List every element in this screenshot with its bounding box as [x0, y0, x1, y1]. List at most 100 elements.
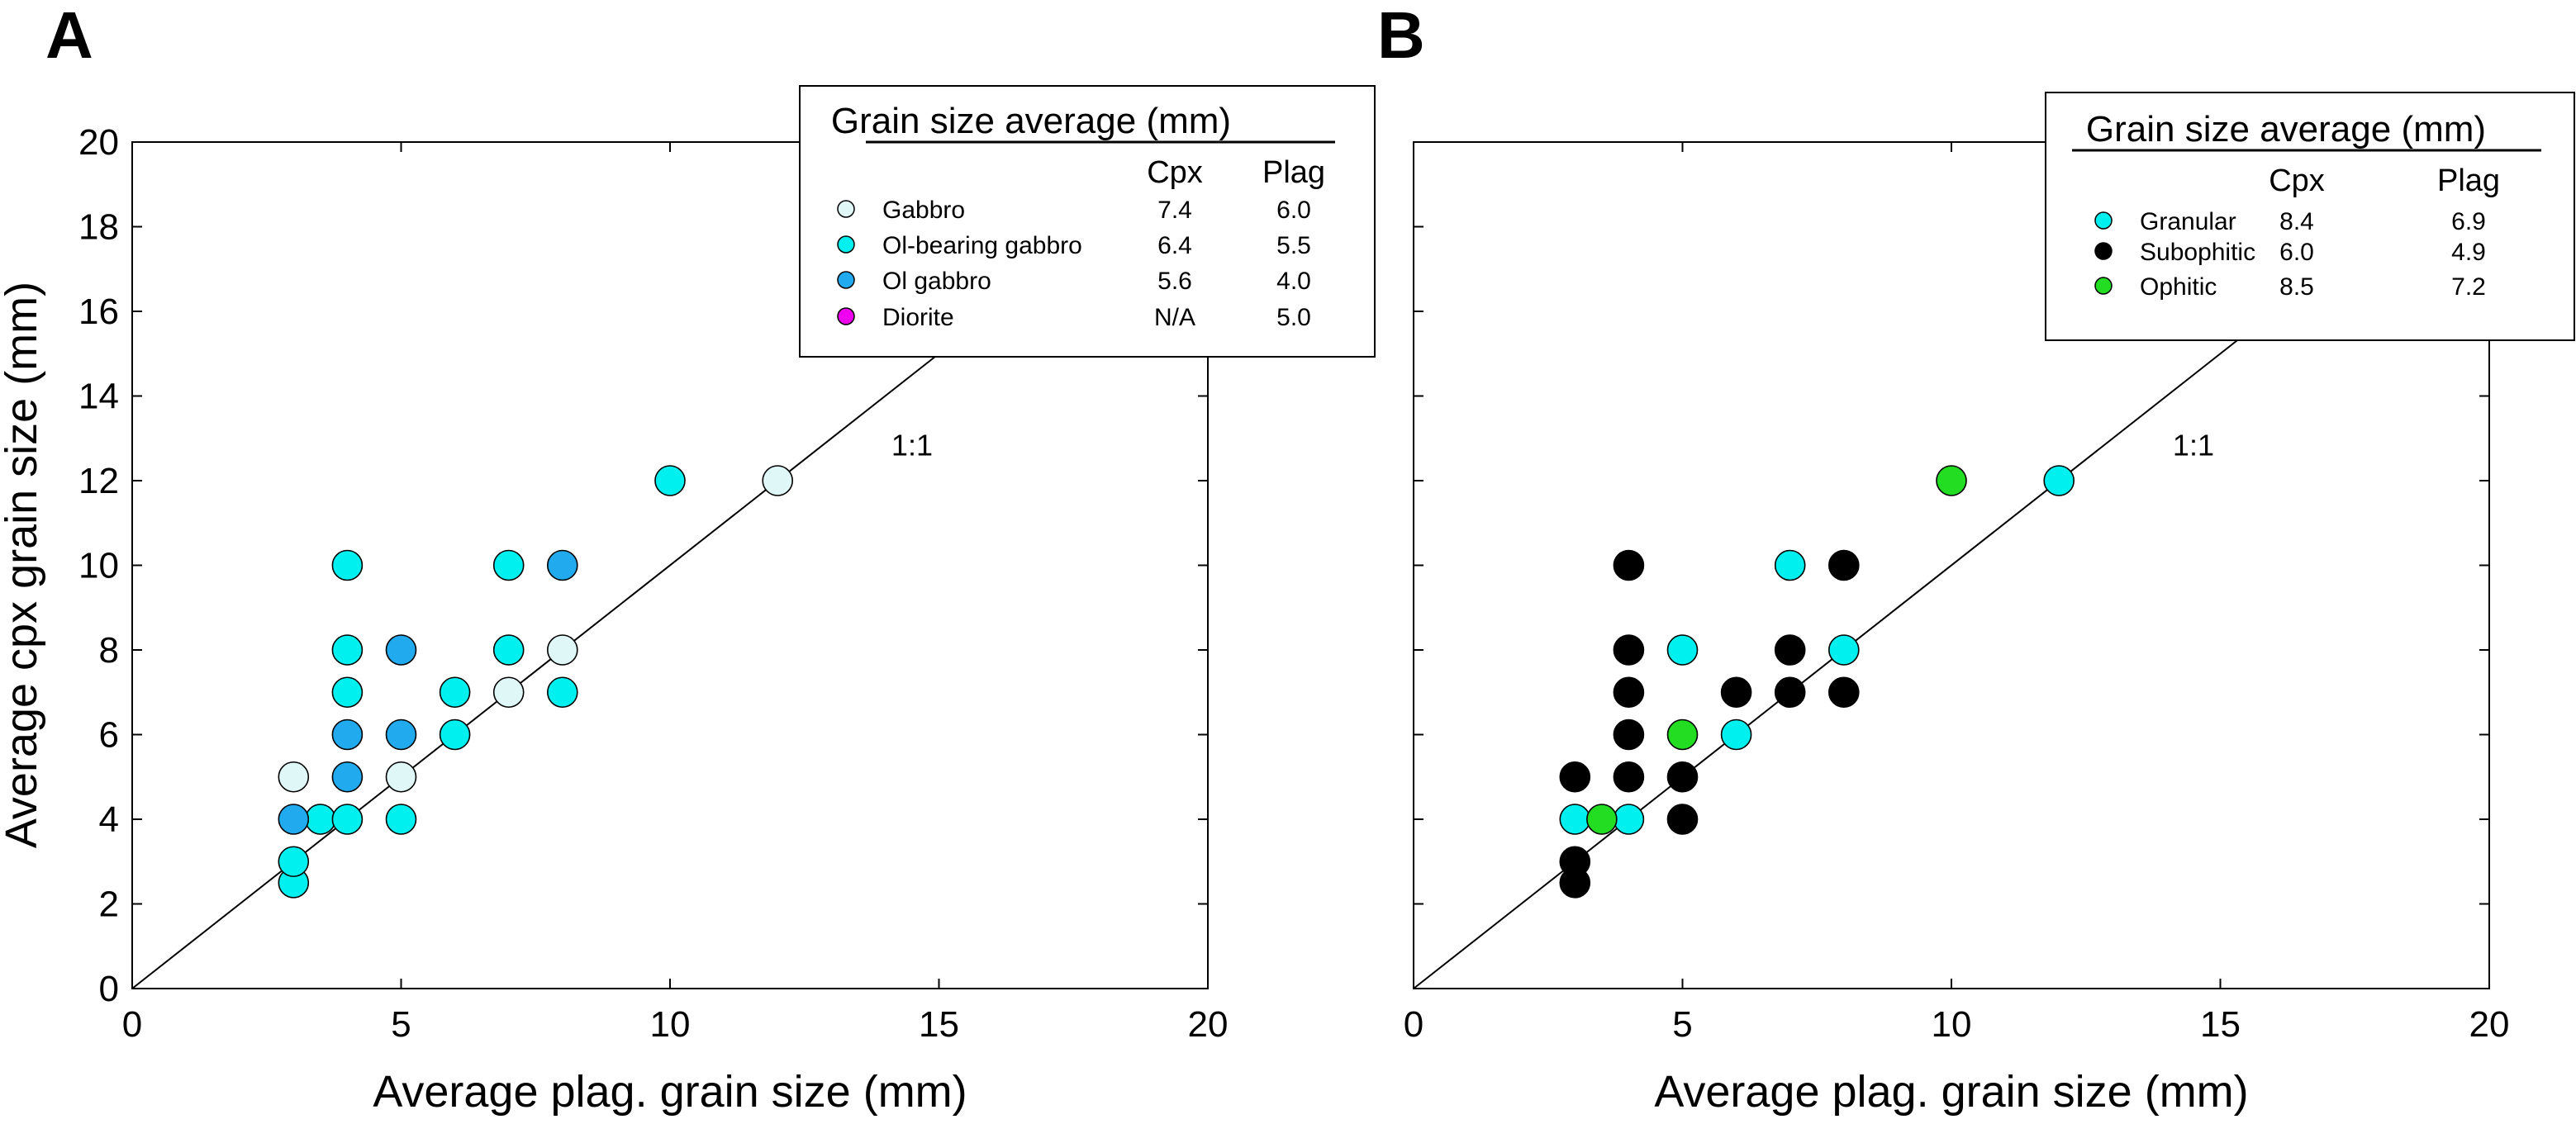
data-point-granular	[1666, 634, 1699, 666]
data-point-gabbro	[385, 761, 417, 793]
x-tick-label: 10	[1932, 1004, 1972, 1045]
data-point-ol-gabbro	[331, 761, 364, 793]
panel-a-legend-label-ol-gabbro: Ol gabbro	[882, 268, 991, 295]
data-point-ol-bearing-gabbro	[385, 804, 417, 835]
panel-b-legend-col-cpx: Cpx	[2269, 164, 2325, 198]
data-point-subophitic	[1666, 804, 1699, 835]
panel-b-legend-label-subophitic: Subophitic	[2140, 239, 2255, 266]
y-tick-label: 10	[78, 546, 119, 586]
data-point-granular	[2043, 465, 2075, 496]
panel-b-legend-col-plag: Plag	[2437, 164, 2500, 198]
panel-b-legend-cpx-ophitic: 8.5	[2279, 273, 2314, 301]
data-point-subophitic	[1666, 761, 1699, 793]
panel-b-legend-marker-subophitic	[2094, 242, 2113, 260]
panel-b-legend-box	[2045, 92, 2575, 341]
panel-a-legend-plag-diorite: 5.0	[1276, 304, 1311, 331]
data-point-subophitic	[1613, 676, 1645, 709]
data-point-granular	[1720, 719, 1752, 751]
data-point-ol-gabbro	[331, 719, 364, 751]
panel-b-legend-marker-granular	[2094, 211, 2113, 230]
data-point-granular	[1828, 634, 1860, 666]
x-tick-label: 0	[122, 1004, 142, 1045]
data-point-ol-bearing-gabbro	[331, 804, 364, 835]
panel-a-legend-label-gabbro: Gabbro	[882, 197, 965, 224]
y-tick-label: 12	[78, 461, 119, 501]
panel-b-legend-cpx-subophitic: 6.0	[2279, 239, 2314, 266]
data-point-ol-bearing-gabbro	[278, 846, 310, 878]
x-tick-label: 20	[2469, 1004, 2510, 1045]
panel-b-tick-labels: 0 5 10 15 20	[1404, 1004, 2510, 1045]
panel-b-legend-label-granular: Granular	[2140, 208, 2236, 235]
data-point-granular	[1774, 549, 1806, 581]
data-point-ol-bearing-gabbro	[492, 549, 525, 581]
y-tick-label: 4	[99, 799, 119, 840]
panel-b-legend-plag-subophitic: 4.9	[2451, 239, 2486, 266]
data-point-ol-bearing-gabbro	[546, 676, 578, 709]
data-point-subophitic	[1774, 634, 1806, 666]
data-point-ol-bearing-gabbro	[331, 634, 364, 666]
panel-a-legend-label-ol-bearing-gabbro: Ol-bearing gabbro	[882, 232, 1082, 259]
data-point-ol-bearing-gabbro	[331, 676, 364, 709]
data-point-ol-gabbro	[385, 719, 417, 751]
panel-a-legend-label-diorite: Diorite	[882, 304, 954, 331]
data-point-subophitic	[1559, 846, 1591, 878]
data-point-ophitic	[1586, 804, 1618, 835]
data-point-gabbro	[546, 634, 578, 666]
panel-a: A 0 5 10 15 20 0 2 4 6 8 10 12 14 16 18 20 1:1 Average …	[0, 0, 1376, 1117]
panel-b-x-axis-label: Average plag. grain size (mm)	[1654, 1067, 2248, 1117]
panel-a-legend-marker-ol-gabbro	[837, 271, 855, 289]
data-point-subophitic	[1613, 634, 1645, 666]
panel-a-legend-col-plag: Plag	[1262, 155, 1325, 190]
x-tick-label: 5	[1672, 1004, 1692, 1045]
data-point-ol-bearing-gabbro	[492, 634, 525, 666]
data-point-ol-bearing-gabbro	[439, 676, 471, 709]
panel-b-one-to-one-label: 1:1	[2173, 428, 2214, 462]
panel-b-legend-marker-ophitic	[2094, 277, 2113, 295]
data-point-granular	[1559, 804, 1591, 835]
panel-b: B 0 5 10 15 20 1:1 Average plag. grain size …	[1377, 0, 2575, 1117]
panel-a-x-axis-label: Average plag. grain size (mm)	[373, 1067, 967, 1117]
data-point-subophitic	[1828, 549, 1860, 581]
panel-b-points	[1559, 465, 2075, 899]
panel-a-legend-marker-ol-bearing-gabbro	[837, 235, 855, 254]
y-tick-label: 14	[78, 377, 119, 417]
data-point-ophitic	[1936, 465, 1967, 496]
panel-a-legend-col-cpx: Cpx	[1147, 155, 1203, 190]
x-tick-label: 5	[391, 1004, 411, 1045]
panel-a-legend-box	[799, 85, 1376, 358]
data-point-subophitic	[1613, 719, 1645, 751]
panel-b-legend-plag-granular: 6.9	[2451, 208, 2486, 235]
panel-a-legend: Grain size average (mm) Cpx Plag Gabbro …	[799, 85, 1376, 358]
data-point-ol-bearing-gabbro	[654, 465, 686, 496]
panel-a-legend-cpx-ol-bearing-gabbro: 6.4	[1157, 232, 1192, 259]
data-point-subophitic	[1559, 761, 1591, 793]
panel-b-legend-plag-ophitic: 7.2	[2451, 273, 2486, 301]
panel-a-points	[278, 465, 794, 899]
panel-a-legend-plag-ol-gabbro: 4.0	[1276, 268, 1311, 295]
data-point-gabbro	[278, 761, 310, 793]
y-tick-label: 2	[99, 884, 119, 925]
data-point-granular	[1613, 804, 1645, 835]
y-tick-label: 8	[99, 630, 119, 671]
data-point-ophitic	[1666, 719, 1699, 751]
panel-b-legend-title: Grain size average (mm)	[2086, 109, 2486, 149]
panel-a-legend-marker-gabbro	[837, 200, 855, 218]
panel-a-y-axis-label: Average cpx grain size (mm)	[0, 282, 46, 848]
panel-b-legend-label-ophitic: Ophitic	[2140, 273, 2217, 301]
data-point-subophitic	[1613, 549, 1645, 581]
panel-a-legend-plag-ol-bearing-gabbro: 5.5	[1276, 232, 1311, 259]
x-tick-label: 10	[650, 1004, 691, 1045]
panel-a-legend-cpx-diorite: N/A	[1154, 304, 1195, 331]
data-point-ol-bearing-gabbro	[331, 549, 364, 581]
data-point-subophitic	[1613, 761, 1645, 793]
data-point-ol-bearing-gabbro	[439, 719, 471, 751]
x-tick-label: 15	[919, 1004, 959, 1045]
y-tick-label: 18	[78, 207, 119, 248]
data-point-ol-bearing-gabbro	[305, 804, 336, 835]
panel-a-legend-cpx-gabbro: 7.4	[1157, 197, 1192, 224]
panel-b-letter: B	[1377, 0, 1425, 72]
x-tick-label: 20	[1188, 1004, 1229, 1045]
panel-a-legend-cpx-ol-gabbro: 5.6	[1157, 268, 1192, 295]
data-point-gabbro	[762, 465, 794, 496]
